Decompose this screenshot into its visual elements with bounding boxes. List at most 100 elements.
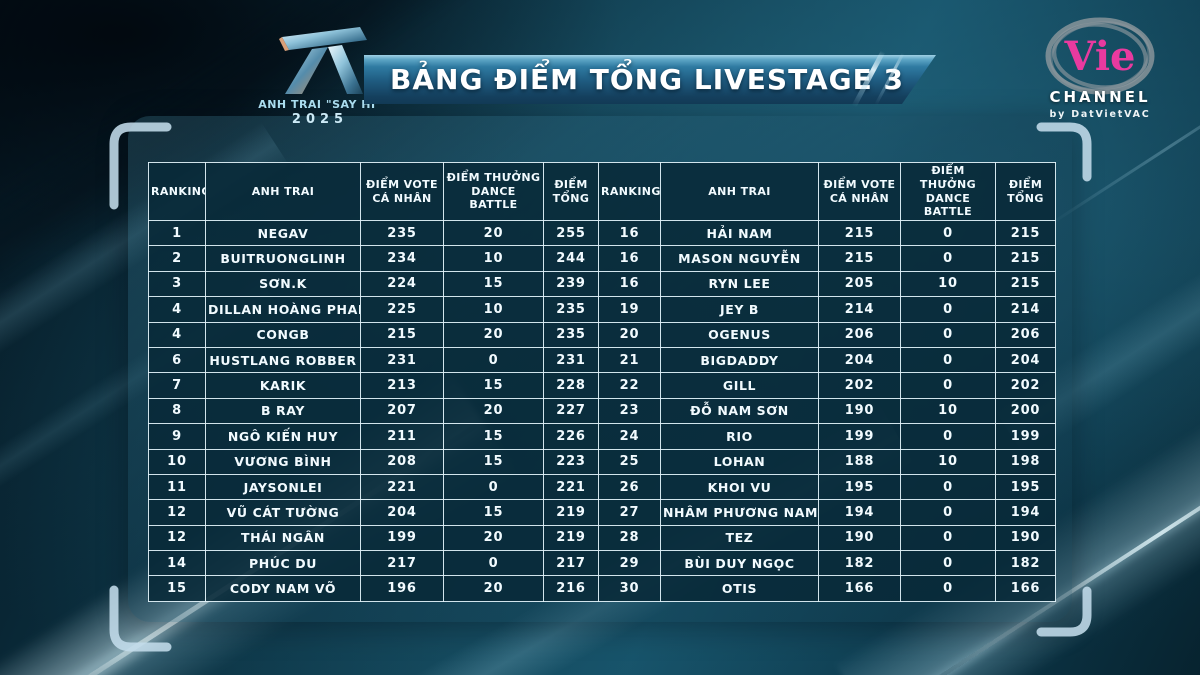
header-cell-anh-trai: ANH TRAI <box>205 162 361 221</box>
total-cell: 182 <box>995 550 1056 577</box>
total-cell: 215 <box>995 245 1056 272</box>
table-row: 6 HUSTLANG ROBBER 231 0 231 21 BIGDADDY 204 0 204 <box>148 346 1056 374</box>
header-cell-ranking: RANKING <box>598 162 661 221</box>
name-cell: KARIK <box>205 372 361 399</box>
anh-trai-say-hi-logo-icon <box>279 27 367 94</box>
title-banner: BẢNG ĐIỂM TỔNG LIVESTAGE 3 <box>364 55 936 104</box>
bonus-cell: 0 <box>900 499 996 526</box>
rank-cell: 11 <box>148 473 206 501</box>
bonus-cell: 0 <box>900 524 996 552</box>
total-cell: 235 <box>543 296 599 323</box>
rank-cell: 4 <box>148 296 206 323</box>
name-cell: CONGB <box>205 321 361 348</box>
rank-cell: 16 <box>598 270 661 298</box>
table-row: 3 SƠN.K 224 15 239 16 RYN LEE 205 10 215 <box>148 270 1056 298</box>
table-row: 12 VŨ CÁT TƯỜNG 204 15 219 27 NHÂM PHƯƠNG NAM 1… <box>148 499 1056 526</box>
total-cell: 190 <box>995 524 1056 552</box>
name-cell: PHÚC DU <box>205 550 361 577</box>
name-cell: HUSTLANG ROBBER <box>205 346 361 374</box>
total-cell: 215 <box>995 270 1056 298</box>
name-cell: TEZ <box>660 524 819 552</box>
vote-cell: 194 <box>818 499 901 526</box>
header-cell-vote: ĐIỂM VOTE CÁ NHÂN <box>818 162 901 221</box>
name-cell: KHOI VU <box>660 473 819 501</box>
name-cell: MASON NGUYỄN <box>660 245 819 272</box>
table-row: 7 KARIK 213 15 228 22 GILL 202 0 202 <box>148 372 1056 399</box>
name-cell: LOHAN <box>660 448 819 475</box>
vie-channel-logo: Vie CHANNEL by DatVietVAC <box>1022 14 1178 120</box>
table-row: 9 NGÔ KIẾN HUY 211 15 226 24 RIO 199 0 199 <box>148 423 1056 450</box>
vote-cell: 231 <box>360 346 444 374</box>
vote-cell: 190 <box>818 397 901 425</box>
bonus-cell: 0 <box>443 550 544 577</box>
name-cell: THÁI NGÂN <box>205 524 361 552</box>
header-cell-dance-battle: ĐIỂM THƯỞNG DANCE BATTLE <box>900 162 996 221</box>
table-row: 11 JAYSONLEI 221 0 221 26 KHOI VU 195 0 195 <box>148 473 1056 501</box>
total-cell: 198 <box>995 448 1056 475</box>
bonus-cell: 0 <box>900 245 996 272</box>
bonus-cell: 0 <box>900 423 996 450</box>
bonus-cell: 0 <box>900 473 996 501</box>
table-row: 12 THÁI NGÂN 199 20 219 28 TEZ 190 0 190 <box>148 524 1056 552</box>
total-cell: 227 <box>543 397 599 425</box>
show-logo-name: ANH TRAI "SAY HI" <box>258 98 382 111</box>
vote-cell: 221 <box>360 473 444 501</box>
table-row: 15 CODY NAM VÕ 196 20 216 30 OTIS 166 0 166 <box>148 575 1056 602</box>
vie-rings-icon: Vie <box>1045 17 1155 95</box>
vote-cell: 196 <box>360 575 444 602</box>
name-cell: DILLAN HOÀNG PHAN <box>205 296 361 323</box>
vote-cell: 234 <box>360 245 444 272</box>
name-cell: NEGAV <box>205 219 361 247</box>
vote-cell: 202 <box>818 372 901 399</box>
vote-cell: 235 <box>360 219 444 247</box>
rank-cell: 3 <box>148 270 206 298</box>
total-cell: 219 <box>543 499 599 526</box>
name-cell: JAYSONLEI <box>205 473 361 501</box>
total-cell: 239 <box>543 270 599 298</box>
rank-cell: 15 <box>148 575 206 602</box>
name-cell: B RAY <box>205 397 361 425</box>
page-title: BẢNG ĐIỂM TỔNG LIVESTAGE 3 <box>390 63 905 96</box>
bonus-cell: 20 <box>443 219 544 247</box>
rank-cell: 8 <box>148 397 206 425</box>
bonus-cell: 0 <box>900 219 996 247</box>
vote-cell: 207 <box>360 397 444 425</box>
rank-cell: 2 <box>148 245 206 272</box>
vote-cell: 211 <box>360 423 444 450</box>
bonus-cell: 15 <box>443 372 544 399</box>
rank-cell: 27 <box>598 499 661 526</box>
vote-cell: 206 <box>818 321 901 348</box>
rank-cell: 10 <box>148 448 206 475</box>
bonus-cell: 0 <box>443 346 544 374</box>
rank-cell: 7 <box>148 372 206 399</box>
vote-cell: 215 <box>818 219 901 247</box>
vote-cell: 213 <box>360 372 444 399</box>
total-cell: 235 <box>543 321 599 348</box>
name-cell: BUITRUONGLINH <box>205 245 361 272</box>
name-cell: NHÂM PHƯƠNG NAM <box>660 499 819 526</box>
name-cell: BÙI DUY NGỌC <box>660 550 819 577</box>
table-row: 4 DILLAN HOÀNG PHAN 225 10 235 19 JEY B 214 0 214 <box>148 296 1056 323</box>
rank-cell: 28 <box>598 524 661 552</box>
bonus-cell: 10 <box>900 448 996 475</box>
rank-cell: 26 <box>598 473 661 501</box>
vote-cell: 208 <box>360 448 444 475</box>
bonus-cell: 0 <box>900 575 996 602</box>
total-cell: 221 <box>543 473 599 501</box>
total-cell: 226 <box>543 423 599 450</box>
header-cell-anh-trai: ANH TRAI <box>660 162 819 221</box>
header-row: RANKING ANH TRAI ĐIỂM VOTE CÁ NHÂN ĐIỂM … <box>148 162 1056 221</box>
name-cell: RYN LEE <box>660 270 819 298</box>
bonus-cell: 20 <box>443 524 544 552</box>
vote-cell: 205 <box>818 270 901 298</box>
bonus-cell: 0 <box>900 550 996 577</box>
header-cell-dance-battle: ĐIỂM THƯỞNG DANCE BATTLE <box>443 162 544 221</box>
header-cell-total: ĐIỂM TỔNG <box>995 162 1056 221</box>
rank-cell: 12 <box>148 524 206 552</box>
rank-cell: 9 <box>148 423 206 450</box>
rank-cell: 4 <box>148 321 206 348</box>
table-row: 1 NEGAV 235 20 255 16 HẢI NAM 215 0 215 <box>148 219 1056 247</box>
bonus-cell: 10 <box>900 397 996 425</box>
